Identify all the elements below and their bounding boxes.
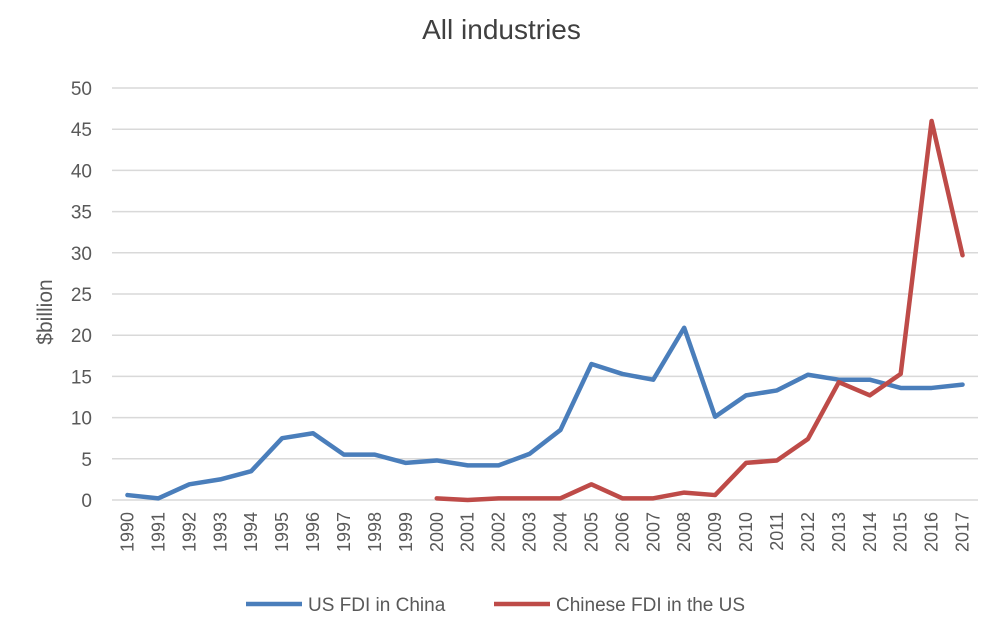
x-tick-label: 2010	[736, 512, 756, 552]
y-tick-label: 25	[71, 285, 92, 306]
y-tick-label: 50	[71, 79, 92, 100]
y-tick-label: 30	[71, 244, 92, 265]
x-tick-label: 1990	[117, 512, 137, 552]
x-tick-label: 2016	[922, 512, 942, 552]
x-tick-label: 1991	[148, 512, 168, 552]
x-tick-label: 2008	[674, 512, 694, 552]
y-tick-label: 5	[81, 450, 92, 471]
x-tick-label: 2002	[489, 512, 509, 552]
y-tick-label: 15	[71, 367, 92, 388]
x-tick-label: 2013	[829, 512, 849, 552]
y-tick-label: 10	[71, 409, 92, 430]
x-tick-label: 2000	[427, 512, 447, 552]
x-tick-label: 2007	[643, 512, 663, 552]
x-tick-label: 1993	[210, 512, 230, 552]
x-tick-label: 2015	[891, 512, 911, 552]
y-tick-label: 0	[81, 491, 92, 512]
series-line-1	[125, 325, 965, 501]
legend-label: Chinese FDI in the US	[556, 595, 745, 616]
x-tick-label: 2003	[520, 512, 540, 552]
chart-title: All industries	[422, 14, 581, 45]
x-tick-label: 1998	[365, 512, 385, 552]
x-tick-label: 2001	[458, 512, 478, 552]
y-tick-label: 35	[71, 203, 92, 224]
x-tick-label: 2009	[705, 512, 725, 552]
x-tick-label: 1992	[179, 512, 199, 552]
y-tick-label: 20	[71, 326, 92, 347]
x-tick-label: 2017	[953, 512, 973, 552]
x-tick-label: 1997	[334, 512, 354, 552]
x-tick-label: 1996	[303, 512, 323, 552]
x-tick-label: 1999	[396, 512, 416, 552]
x-tick-label: 2012	[798, 512, 818, 552]
legend-label: US FDI in China	[308, 595, 446, 616]
y-tick-label: 45	[71, 120, 92, 141]
y-tick-label: 40	[71, 161, 92, 182]
x-tick-label: 2005	[581, 512, 601, 552]
x-tick-label: 1994	[241, 512, 261, 552]
x-tick-label: 1995	[272, 512, 292, 552]
series-lines	[125, 118, 965, 503]
x-tick-label: 2011	[767, 512, 787, 551]
grid-lines	[112, 87, 978, 501]
y-tick-labels: 0 5 10 15 20 25 30 35 40 45 50	[71, 79, 92, 512]
x-tick-label: 2004	[550, 512, 570, 552]
y-axis-label: $billion	[34, 279, 57, 344]
x-tick-label: 2006	[612, 512, 632, 552]
x-tick-labels: 1990 1991 1992 1993 1994 1995 1996 1997 1998 1999…	[117, 512, 972, 552]
legend: US FDI in China Chinese FDI in the US	[246, 595, 745, 616]
series-line-2	[434, 118, 965, 503]
x-tick-label: 2014	[860, 512, 880, 552]
